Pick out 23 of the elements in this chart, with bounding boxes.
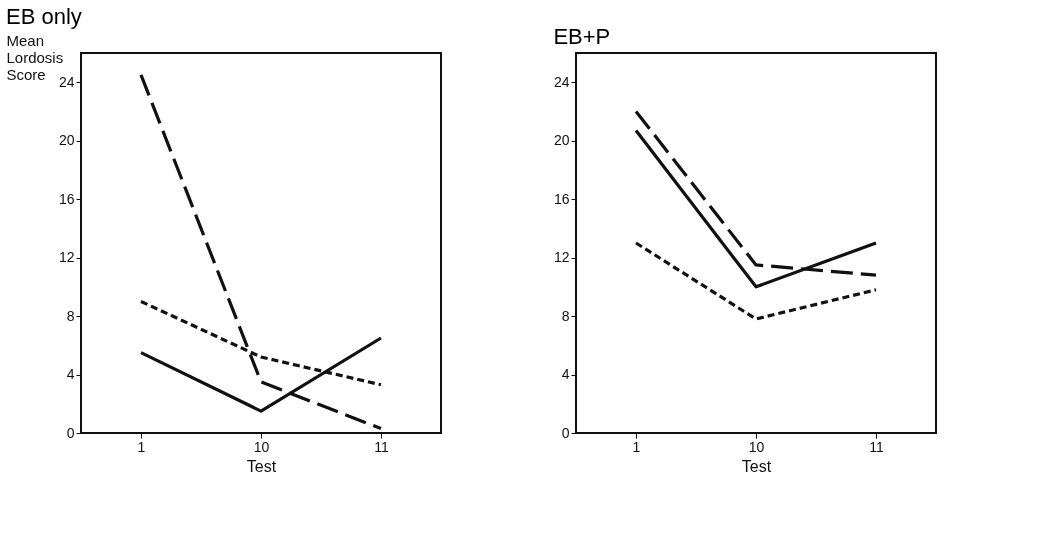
- y-tick-label: 20: [553, 132, 570, 149]
- x-axis-title: Test: [246, 457, 277, 475]
- x-tick-label: 1: [632, 438, 641, 455]
- y-tick-label: 0: [66, 424, 75, 441]
- y-tick-label: 24: [553, 73, 570, 90]
- y-tick-label: 0: [561, 424, 570, 441]
- x-tick-label: 1: [137, 438, 146, 455]
- y-tick-label: 16: [58, 190, 75, 207]
- x-tick-label: 10: [253, 438, 270, 455]
- y-tick-label: 8: [66, 307, 75, 324]
- x-tick-label: 10: [748, 438, 765, 455]
- x-tick-label: 11: [374, 438, 389, 455]
- y-tick-label: 12: [553, 249, 570, 266]
- y-tick-label: 4: [561, 366, 570, 383]
- chart-title: EB only: [6, 4, 82, 29]
- x-axis-title: Test: [741, 457, 772, 475]
- chart-title: EB+P: [553, 24, 611, 49]
- y-tick-label: 16: [553, 190, 570, 207]
- y-tick-label: 20: [58, 132, 75, 149]
- y-tick-label: 12: [58, 249, 75, 266]
- y-tick-label: 4: [66, 366, 75, 383]
- x-tick-label: 11: [869, 438, 884, 455]
- y-tick-label: 8: [561, 307, 570, 324]
